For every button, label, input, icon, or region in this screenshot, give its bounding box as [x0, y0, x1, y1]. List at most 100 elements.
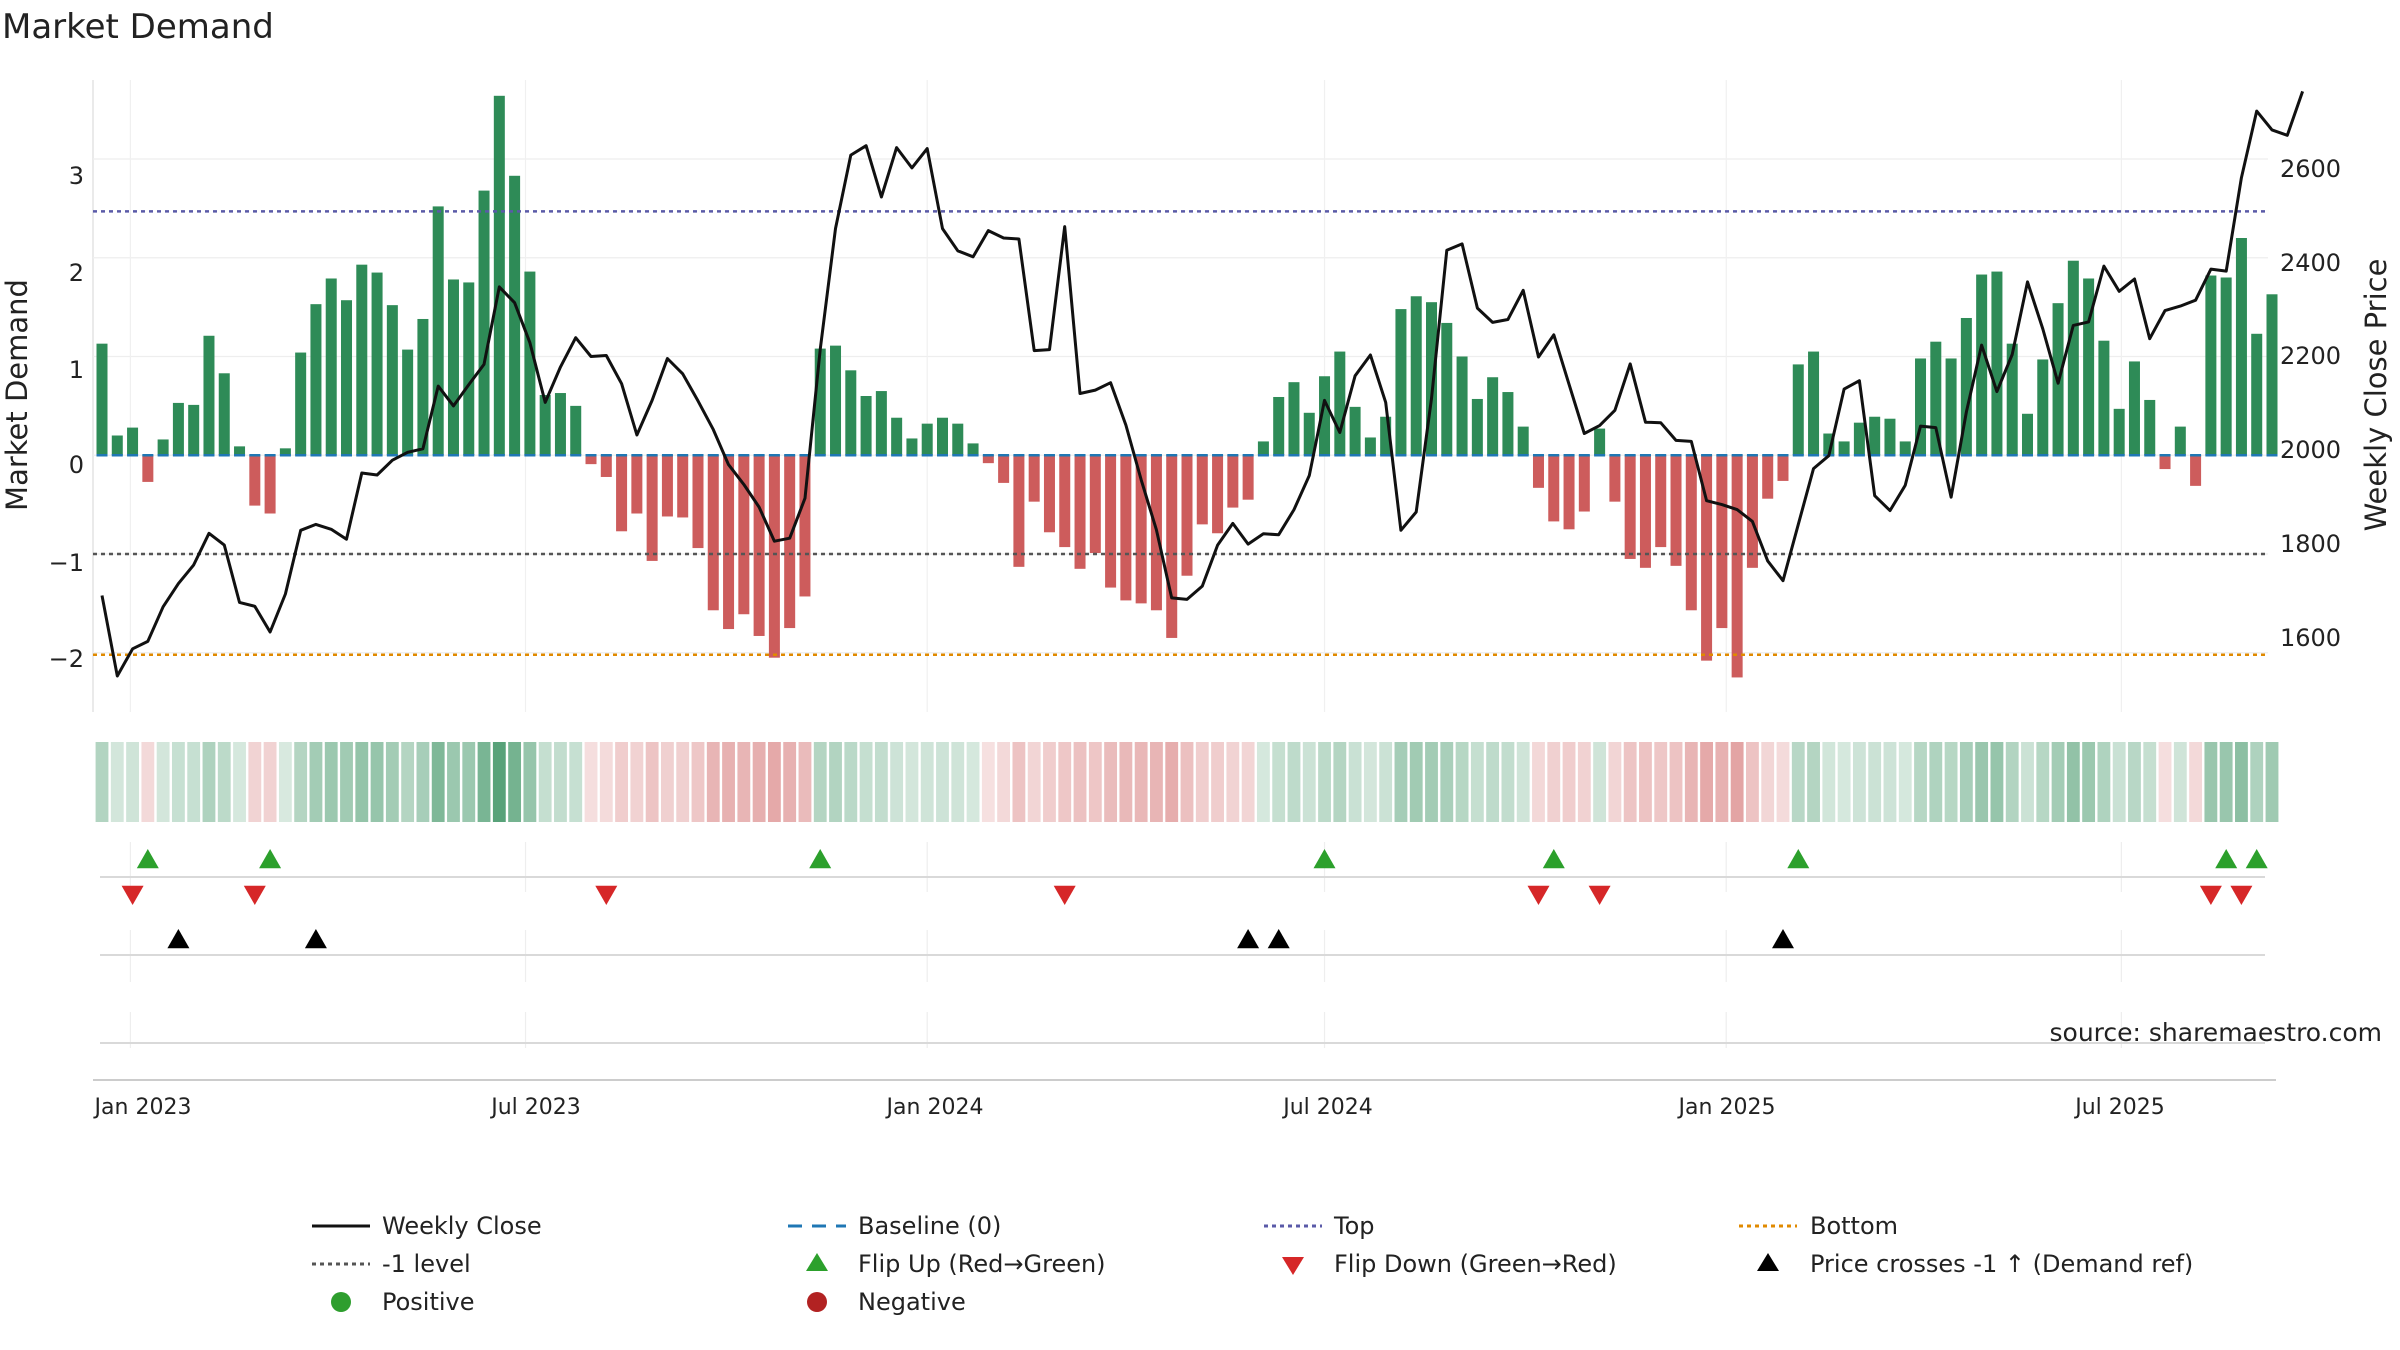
- heat-cell: [813, 742, 827, 822]
- date-tick-label: Jan 2025: [1677, 1095, 1776, 1120]
- demand-bar: [1166, 455, 1178, 638]
- demand-bar: [799, 455, 811, 597]
- heat-cell: [1211, 742, 1224, 822]
- heat-cell: [1807, 742, 1820, 822]
- heat-cell: [401, 742, 415, 822]
- event-markers: [100, 849, 2268, 1044]
- demand-bar: [539, 395, 551, 456]
- demand-bar: [417, 318, 429, 456]
- legend-item-bottom: Bottom: [1739, 1212, 1898, 1240]
- legend-item-negative: Negative: [807, 1288, 966, 1316]
- legend-item-baseline: Baseline (0): [788, 1212, 1001, 1240]
- flip-up-marker: [259, 849, 282, 869]
- demand-bar: [967, 443, 979, 456]
- flip-down-marker: [243, 885, 266, 905]
- legend-label: -1 level: [382, 1250, 471, 1278]
- date-tick-label: Jan 2023: [93, 1095, 192, 1120]
- flip-down-marker: [1053, 885, 1076, 905]
- demand-bar: [554, 393, 566, 456]
- grid: [92, 80, 2268, 1048]
- demand-bar: [1502, 392, 1514, 456]
- demand-bar: [1746, 455, 1758, 568]
- heat-cell: [156, 742, 170, 822]
- heat-cell: [1791, 742, 1805, 822]
- demand-bar: [1915, 358, 1927, 456]
- demand-bar: [677, 455, 689, 518]
- demand-bar: [325, 278, 337, 456]
- demand-bar: [723, 455, 735, 630]
- heat-cell: [783, 742, 797, 822]
- heat-cell: [1195, 742, 1209, 822]
- heat-cell: [477, 742, 491, 822]
- flip-down-marker: [2199, 885, 2222, 905]
- demand-bar: [1074, 455, 1086, 569]
- demand-bar: [2006, 343, 2018, 456]
- heat-cell: [233, 742, 246, 822]
- reference-levels: [93, 210, 2268, 656]
- heat-cell: [1409, 742, 1423, 822]
- price-cross-marker: [1237, 929, 1260, 949]
- right-tick-label: 2000: [2280, 436, 2341, 464]
- demand-bar: [234, 446, 246, 456]
- demand-bars: [96, 95, 2278, 678]
- heat-cell: [1088, 742, 1102, 822]
- demand-bar: [203, 335, 215, 456]
- demand-bar: [600, 455, 612, 477]
- left-tick-label: 1: [69, 356, 84, 384]
- demand-bar: [952, 423, 964, 456]
- flip-down-marker: [1588, 885, 1611, 905]
- heat-cell: [1730, 742, 1744, 822]
- right-tick-label: 1800: [2280, 530, 2341, 558]
- demand-bar: [1823, 433, 1835, 456]
- heat-cell: [1104, 742, 1118, 822]
- heat-cell: [1837, 742, 1851, 822]
- price-cross-marker: [304, 929, 327, 949]
- demand-bar: [1945, 358, 1957, 456]
- demand-bar: [1777, 455, 1789, 481]
- heat-cell: [2219, 742, 2233, 822]
- demand-bar: [631, 455, 643, 514]
- heat-cell: [1073, 742, 1087, 822]
- heat-cell: [1898, 742, 1912, 822]
- heat-cell: [1623, 742, 1637, 822]
- demand-bar: [1701, 455, 1713, 661]
- demand-bar: [478, 190, 490, 456]
- heat-cell: [2112, 742, 2126, 822]
- heat-cell: [1975, 742, 1989, 822]
- flip-up-marker: [1313, 849, 1336, 869]
- legend-item-positive: Positive: [331, 1288, 475, 1316]
- demand-bar: [1808, 351, 1820, 456]
- heat-cell: [1883, 742, 1897, 822]
- legend-item-flip-down: Flip Down (Green→Red): [1282, 1250, 1617, 1278]
- heat-cell: [569, 742, 583, 822]
- chart-title: Market Demand: [2, 7, 274, 47]
- demand-bar: [509, 175, 521, 456]
- demand-bar: [96, 343, 108, 456]
- demand-bar: [998, 455, 1010, 483]
- demand-bar: [127, 427, 139, 456]
- heat-cell: [2051, 742, 2065, 822]
- price-cross-marker: [1267, 929, 1290, 949]
- demand-bar: [1960, 317, 1972, 456]
- demand-bar: [1364, 437, 1376, 456]
- heat-cell: [2021, 742, 2034, 822]
- legend-item-weekly-close: Weekly Close: [312, 1212, 542, 1240]
- demand-bar: [860, 396, 872, 456]
- demand-bar: [585, 455, 597, 465]
- demand-bar: [1471, 398, 1483, 456]
- demand-bar: [1059, 455, 1071, 548]
- demand-bar: [1196, 455, 1208, 525]
- heat-cell: [1272, 742, 1286, 822]
- demand-bar: [2128, 361, 2140, 456]
- heat-cell: [1516, 742, 1530, 822]
- heat-cell: [1746, 742, 1759, 822]
- heat-cell: [1577, 742, 1591, 822]
- heat-cell: [1150, 742, 1163, 822]
- demand-bar: [2144, 399, 2156, 456]
- demand-bar: [1227, 455, 1239, 508]
- flip-down-marker: [1527, 885, 1550, 905]
- heat-cell: [1669, 742, 1683, 822]
- heat-cell: [126, 742, 139, 822]
- demand-bar: [218, 373, 230, 456]
- heat-cell: [1043, 742, 1056, 822]
